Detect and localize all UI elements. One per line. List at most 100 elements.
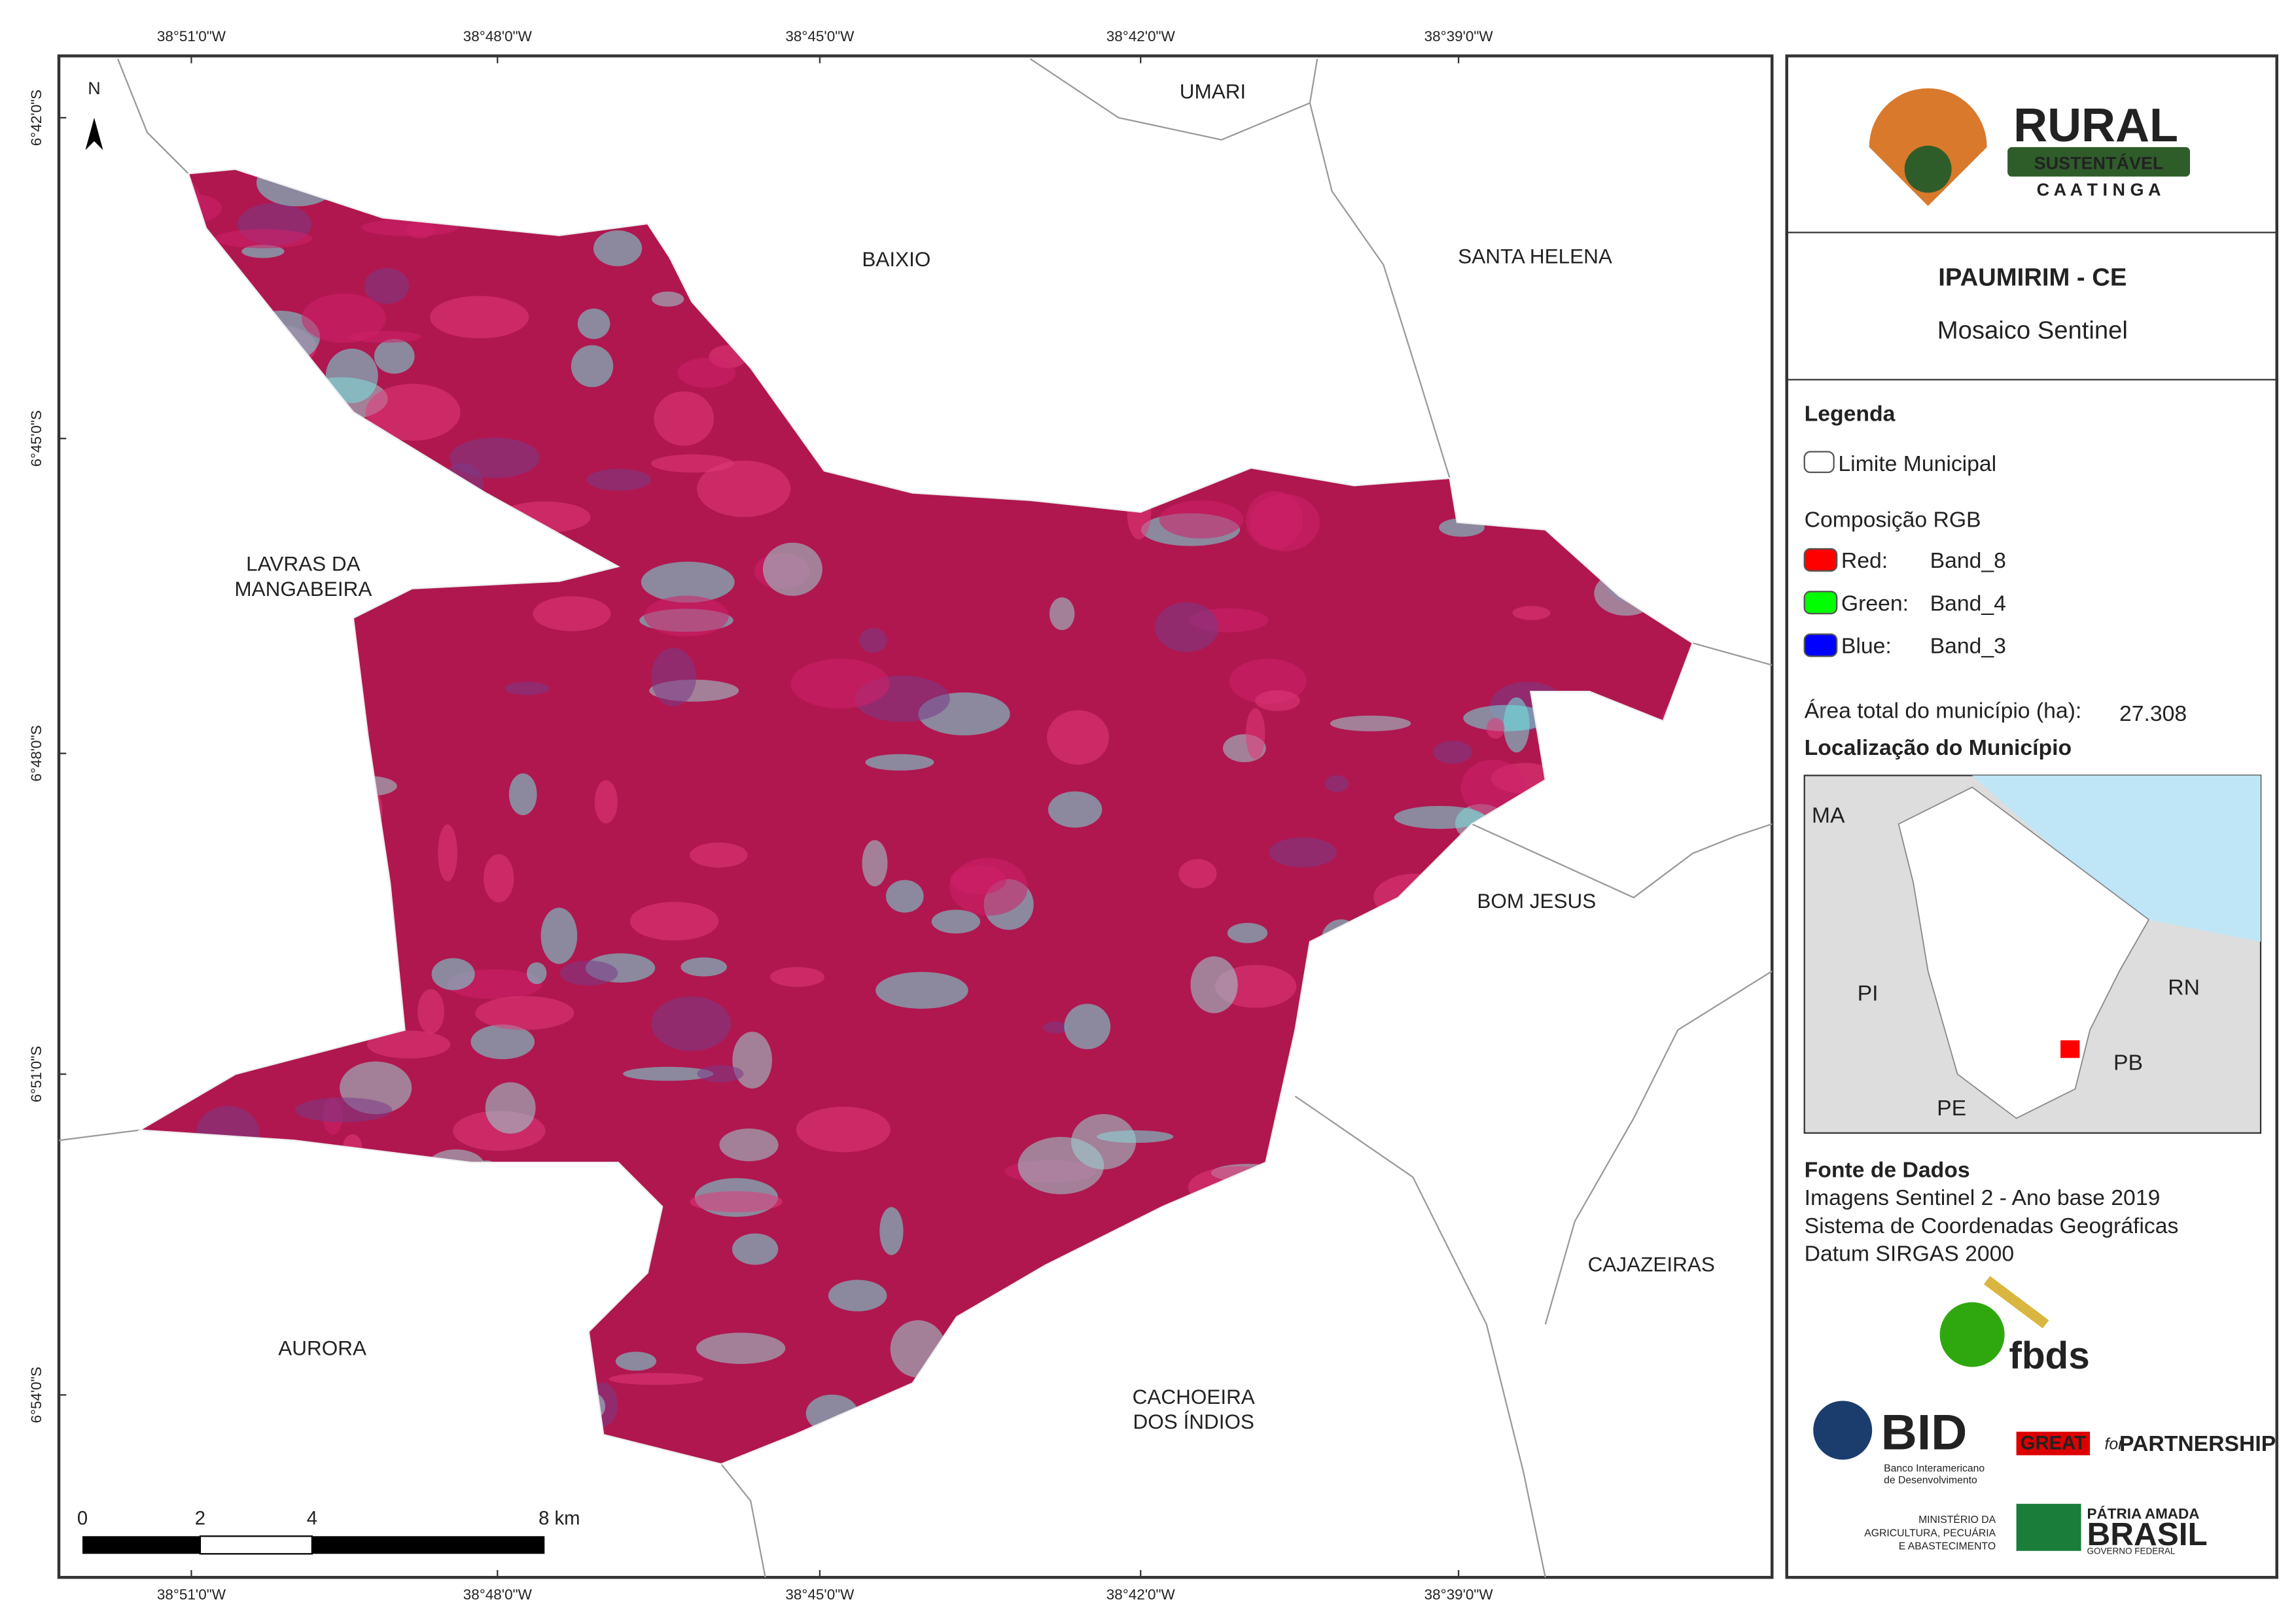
patch bbox=[364, 268, 410, 304]
patch bbox=[1245, 708, 1265, 759]
state-label: PI bbox=[1858, 981, 1879, 1006]
bid-name: Banco Interamericano bbox=[1884, 1463, 1985, 1474]
patch bbox=[1064, 1003, 1111, 1049]
bottom-coord: 38°39'0"W bbox=[1424, 1586, 1494, 1603]
patch bbox=[641, 561, 735, 603]
north-label: N bbox=[88, 79, 101, 98]
scale-bar bbox=[82, 1535, 545, 1555]
red-swatch bbox=[1803, 548, 1838, 572]
patch bbox=[470, 1024, 535, 1060]
scale-label: 2 bbox=[195, 1508, 205, 1529]
patch bbox=[697, 461, 791, 517]
patch bbox=[365, 383, 461, 441]
ministry-line: MINISTÉRIO DA bbox=[1918, 1513, 1996, 1526]
patch bbox=[690, 1191, 783, 1213]
neighbor-name: LAVRAS DA bbox=[246, 552, 360, 576]
band-name: Band_8 bbox=[1930, 548, 2006, 573]
patch bbox=[1255, 690, 1300, 712]
left-coord: 6°54'0"S bbox=[28, 1367, 44, 1423]
patch bbox=[949, 858, 1028, 916]
left-coord: 6°42'0"S bbox=[28, 90, 44, 146]
patch bbox=[1324, 775, 1349, 792]
patch bbox=[1433, 741, 1473, 764]
patch bbox=[1048, 791, 1103, 828]
patch bbox=[475, 996, 574, 1030]
patch bbox=[593, 230, 643, 266]
patch bbox=[879, 1207, 904, 1255]
patch bbox=[1071, 1114, 1137, 1170]
patch bbox=[796, 1106, 891, 1153]
patch bbox=[571, 345, 614, 387]
for-logo: for bbox=[2105, 1436, 2125, 1454]
neighbor-name: CAJAZEIRAS bbox=[1588, 1252, 1715, 1276]
location-map bbox=[1803, 775, 2262, 1134]
patch bbox=[651, 648, 696, 707]
patch bbox=[865, 754, 934, 771]
patch bbox=[241, 245, 285, 258]
patch bbox=[215, 229, 313, 249]
patch bbox=[677, 357, 736, 388]
scale-label: 8 km bbox=[539, 1508, 580, 1529]
patch bbox=[875, 971, 968, 1009]
patch bbox=[559, 960, 618, 986]
patch bbox=[1330, 715, 1411, 731]
patch bbox=[696, 1333, 786, 1364]
patch bbox=[697, 1065, 744, 1083]
logo-marks bbox=[1813, 1276, 2091, 1551]
neighbor-name: SANTA HELENA bbox=[1458, 245, 1612, 268]
area-label: Área total do município (ha): bbox=[1805, 699, 2082, 724]
patch bbox=[762, 542, 822, 596]
legend-boundary: Limite Municipal bbox=[1838, 451, 1996, 476]
patch bbox=[1246, 491, 1303, 550]
state-label: PE bbox=[1937, 1096, 1966, 1121]
neighbor-name: UMARI bbox=[1180, 80, 1246, 103]
map-subtitle: Mosaico Sentinel bbox=[1937, 316, 2128, 344]
source-line: Imagens Sentinel 2 - Ano base 2019 bbox=[1805, 1185, 2161, 1210]
patch bbox=[533, 596, 611, 631]
patch bbox=[485, 1082, 536, 1134]
logo-title: RURAL bbox=[2013, 99, 2178, 152]
patch bbox=[540, 907, 578, 964]
patch bbox=[931, 909, 981, 934]
patch bbox=[828, 1280, 887, 1312]
patch bbox=[644, 595, 729, 637]
patch bbox=[504, 682, 550, 695]
patch bbox=[1046, 710, 1109, 765]
patch bbox=[690, 842, 748, 868]
patch bbox=[859, 627, 887, 653]
bid-name: de Desenvolvimento bbox=[1884, 1475, 1977, 1486]
patch bbox=[417, 989, 444, 1034]
patch bbox=[652, 291, 684, 307]
brasil-logo: BRASIL bbox=[2087, 1516, 2208, 1552]
patch bbox=[629, 901, 719, 941]
patch bbox=[430, 296, 529, 339]
patch bbox=[654, 391, 715, 446]
patch bbox=[1269, 837, 1337, 867]
neighbor-name: AURORA bbox=[278, 1336, 366, 1360]
partnership-logo: PARTNERSHIP bbox=[2119, 1431, 2276, 1456]
rgb-heading: Composição RGB bbox=[1805, 507, 1981, 532]
neighbor-name: CACHOEIRA bbox=[1133, 1385, 1255, 1408]
fbds-logo: fbds bbox=[2009, 1335, 2089, 1377]
patch bbox=[325, 348, 378, 404]
patch bbox=[1394, 805, 1486, 829]
patria-logo: PÁTRIA AMADA bbox=[2087, 1505, 2200, 1522]
patch bbox=[1159, 500, 1244, 539]
top-coord: 38°45'0"W bbox=[785, 28, 855, 44]
patch bbox=[623, 1066, 714, 1081]
patch bbox=[374, 339, 415, 374]
neighbor-name: BAIXIO bbox=[862, 247, 930, 271]
patch bbox=[484, 854, 514, 903]
patch bbox=[294, 1097, 393, 1123]
patch bbox=[680, 957, 727, 977]
patch bbox=[438, 824, 457, 882]
great-logo: GREAT bbox=[2021, 1433, 2086, 1454]
bottom-coord: 38°42'0"W bbox=[1106, 1586, 1176, 1603]
patch bbox=[594, 780, 618, 824]
left-coord: 6°51'0"S bbox=[28, 1046, 44, 1102]
neighbor-boundaries bbox=[58, 58, 1773, 1578]
patch bbox=[301, 293, 386, 343]
governo-logo: GOVERNO FEDERAL bbox=[2087, 1546, 2176, 1556]
scale-label: 4 bbox=[307, 1508, 317, 1529]
